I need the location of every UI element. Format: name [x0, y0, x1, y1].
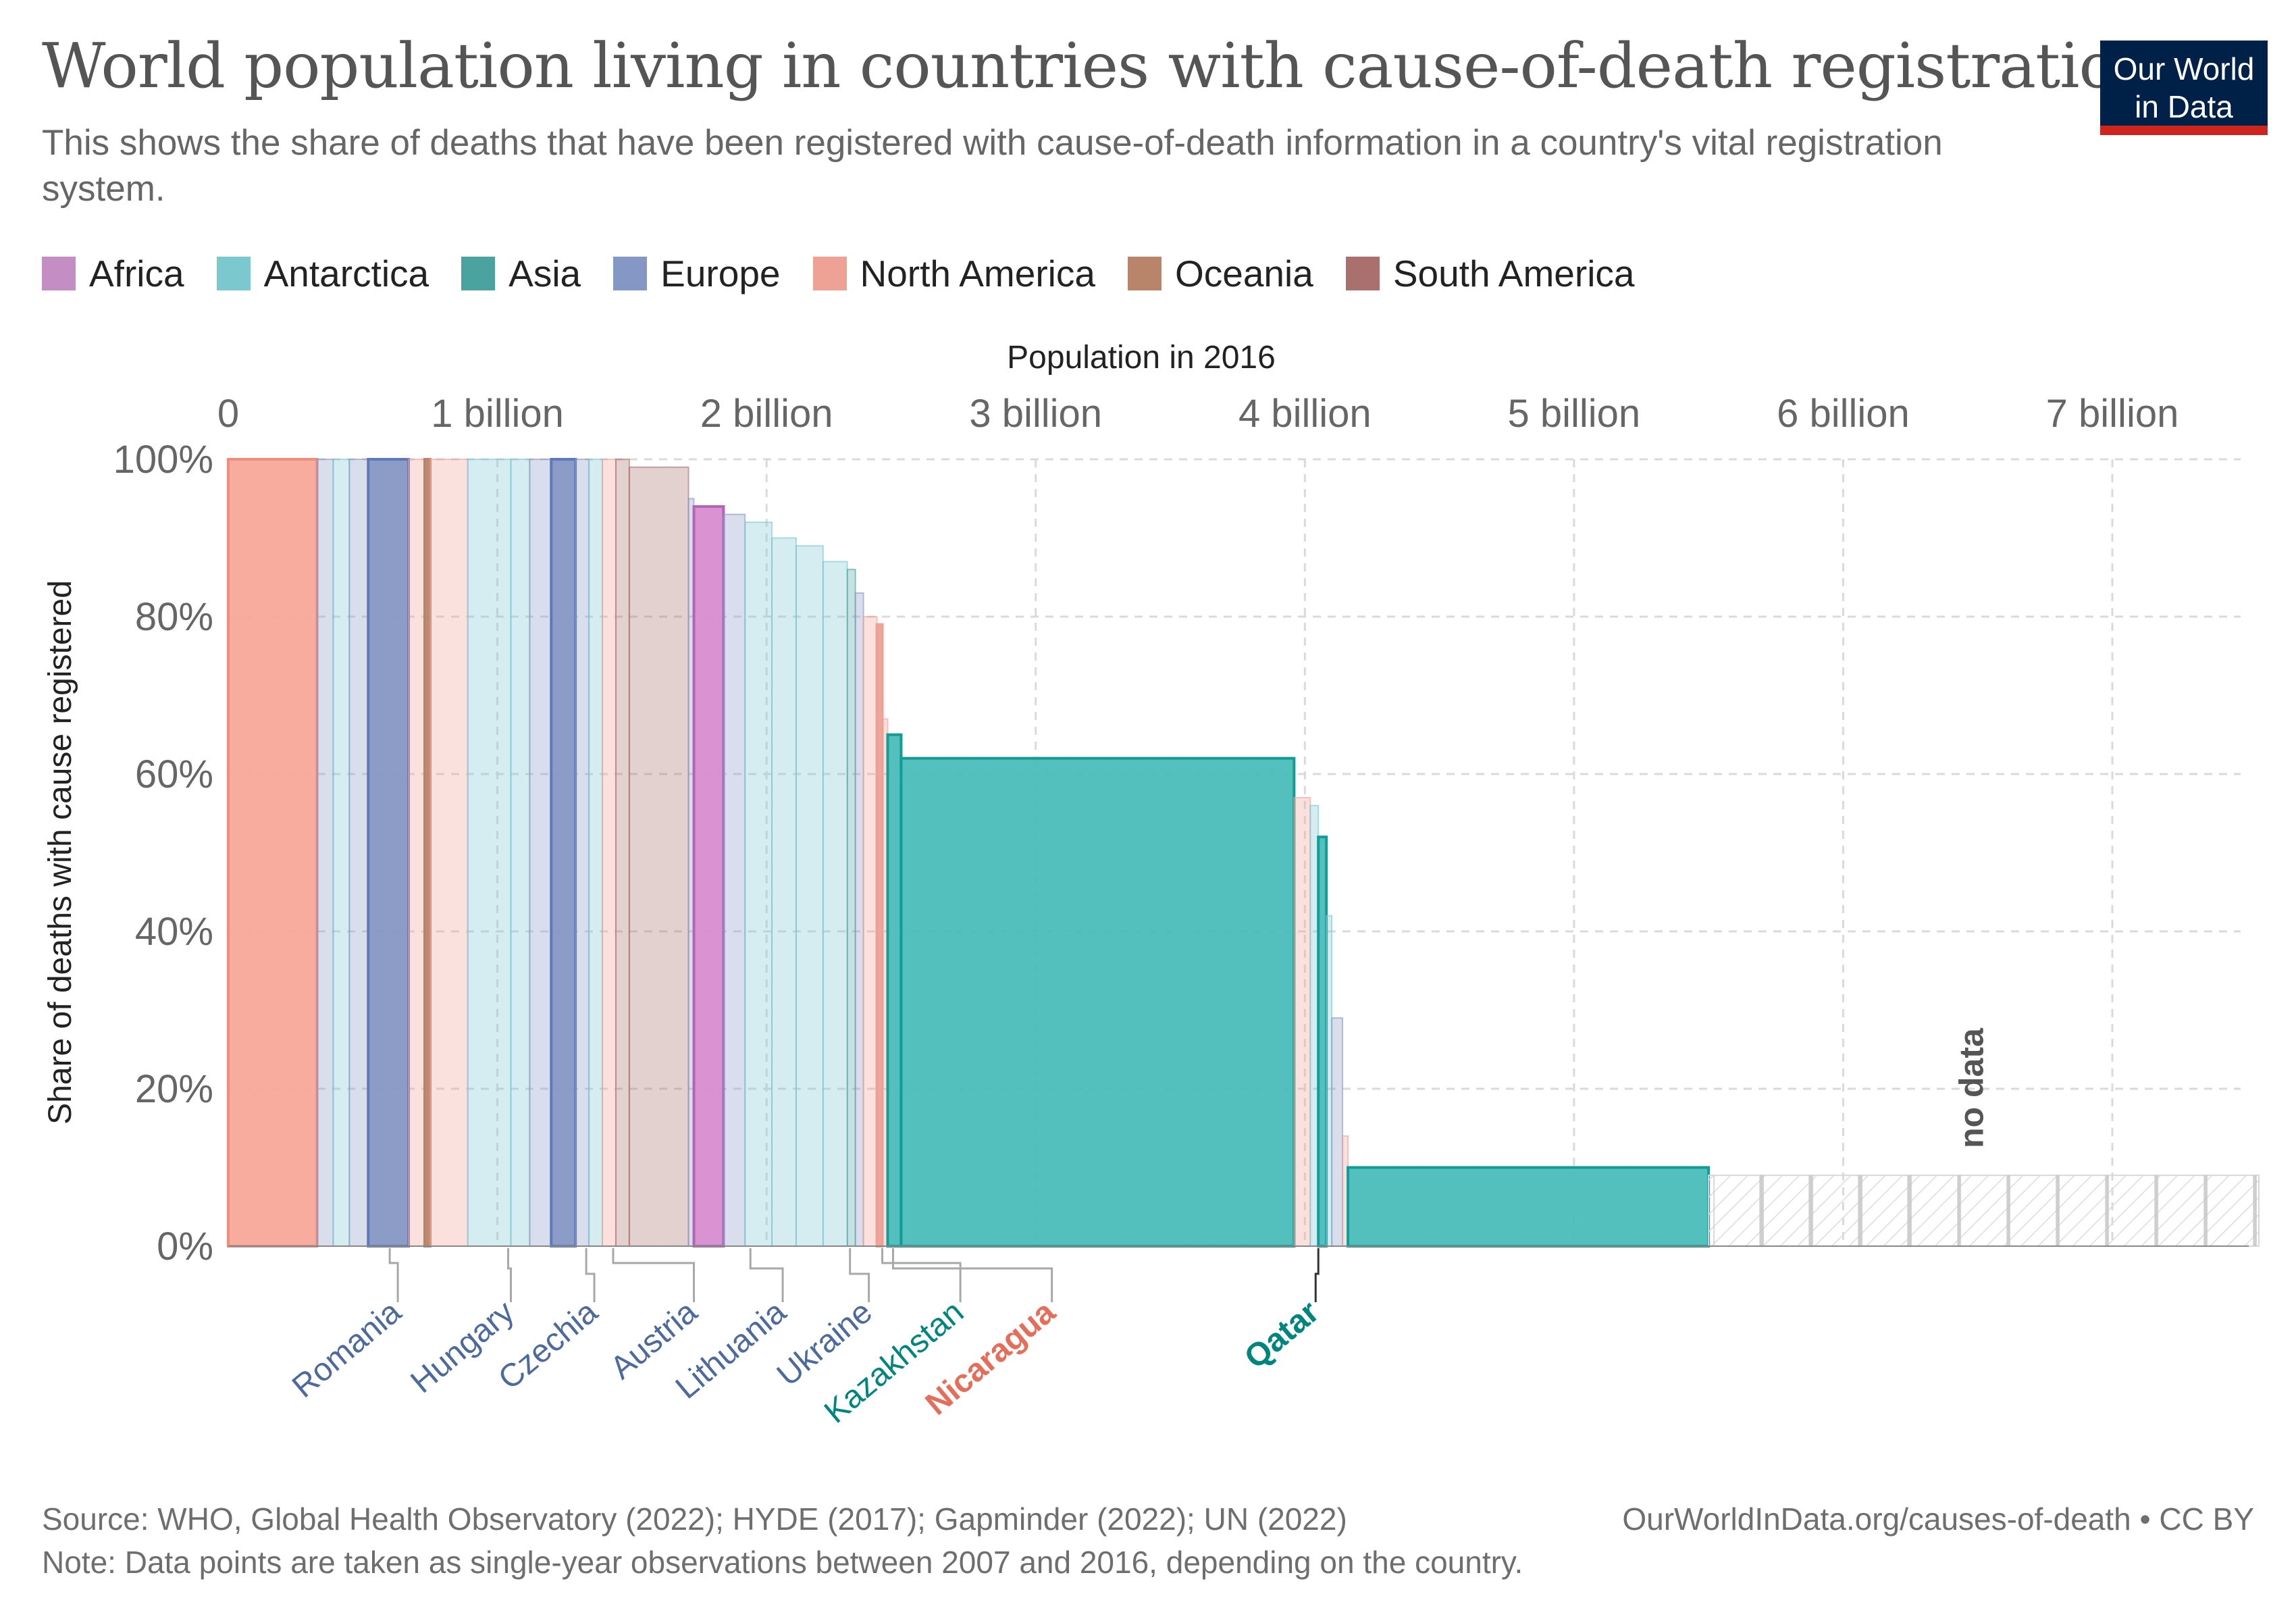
x-tick-label: 3 billion — [969, 392, 1102, 436]
bar-europe — [529, 459, 551, 1246]
bar-antarctica — [745, 522, 772, 1246]
source-note: Source: WHO, Global Health Observatory (… — [42, 1501, 1347, 1537]
no-data-hatch — [1708, 1175, 2259, 1246]
y-axis-title: Share of deaths with cause registered — [43, 580, 78, 1125]
x-axis-title: Population in 2016 — [1007, 340, 1276, 376]
bar-europe — [349, 459, 368, 1246]
bar-north-america — [602, 459, 616, 1246]
label-leader-line — [586, 1248, 594, 1302]
no-data-region: no data — [1708, 1027, 2259, 1246]
bar-north-america — [228, 459, 317, 1246]
label-leader-line — [750, 1248, 783, 1302]
bars — [228, 459, 1708, 1246]
bar-asia — [1318, 837, 1326, 1246]
bar-north-america — [1294, 798, 1310, 1246]
bar-antarctica — [1326, 916, 1332, 1246]
bar-north-america — [430, 459, 468, 1246]
bar-antarctica — [511, 459, 530, 1246]
bar-asia — [847, 569, 856, 1246]
x-tick-label: 0 — [217, 392, 239, 436]
country-labels: RomaniaHungaryCzechiaAustriaLithuaniaUkr… — [286, 1248, 1326, 1431]
y-tick-label: 40% — [135, 910, 213, 954]
label-leader-line — [850, 1248, 869, 1302]
x-tick-label: 6 billion — [1777, 392, 1910, 436]
y-tick-label: 20% — [135, 1067, 213, 1111]
label-leader-line — [390, 1248, 398, 1302]
no-data-label: no data — [1953, 1027, 1991, 1148]
label-leader-line — [508, 1248, 511, 1302]
source-url[interactable]: OurWorldInData.org/causes-of-death • CC … — [1622, 1501, 2254, 1537]
bar-antarctica — [796, 546, 823, 1246]
x-tick-label: 4 billion — [1238, 392, 1372, 436]
bar-europe — [723, 515, 745, 1246]
bar-europe — [317, 459, 334, 1246]
bar-asia — [901, 758, 1294, 1246]
x-tick-label: 2 billion — [700, 392, 833, 436]
bar-antarctica — [589, 459, 602, 1246]
y-tick-label: 100% — [113, 438, 213, 482]
y-tick-label: 80% — [135, 595, 213, 639]
x-tick-label: 7 billion — [2046, 392, 2179, 436]
chart-area: no data 0% 20% 40% 60% 80% 100%0 1 billion 2 bi… — [0, 0, 2296, 1621]
bar-asia — [888, 735, 902, 1246]
country-label-qatar: Qatar — [1238, 1294, 1326, 1376]
bar-south-america — [616, 459, 629, 1246]
x-tick-label: 5 billion — [1508, 392, 1641, 436]
label-leader-line — [1315, 1248, 1318, 1302]
bar-antarctica — [772, 538, 796, 1247]
footnote: Note: Data points are taken as single-ye… — [42, 1544, 1523, 1580]
bar-antarctica — [333, 459, 349, 1246]
bar-europe — [575, 459, 589, 1246]
y-tick-label: 0% — [157, 1225, 213, 1268]
bar-asia — [1348, 1168, 1708, 1247]
bar-north-america — [409, 459, 425, 1246]
bar-antarctica — [468, 459, 511, 1246]
y-tick-label: 60% — [135, 752, 213, 796]
country-label-romania: Romania — [286, 1294, 408, 1405]
label-leader-line — [613, 1248, 694, 1302]
bar-antarctica — [823, 561, 847, 1246]
bar-south-america — [629, 467, 689, 1246]
bar-oceania — [425, 459, 430, 1246]
x-tick-label: 1 billion — [431, 392, 564, 436]
bar-europe — [1332, 1018, 1342, 1246]
bar-europe — [551, 459, 575, 1246]
bar-north-america — [877, 625, 883, 1246]
bar-north-america — [864, 617, 877, 1246]
label-leader-line — [893, 1248, 1051, 1302]
bar-africa — [694, 507, 724, 1246]
bar-europe — [856, 593, 864, 1246]
bar-europe — [368, 459, 409, 1246]
